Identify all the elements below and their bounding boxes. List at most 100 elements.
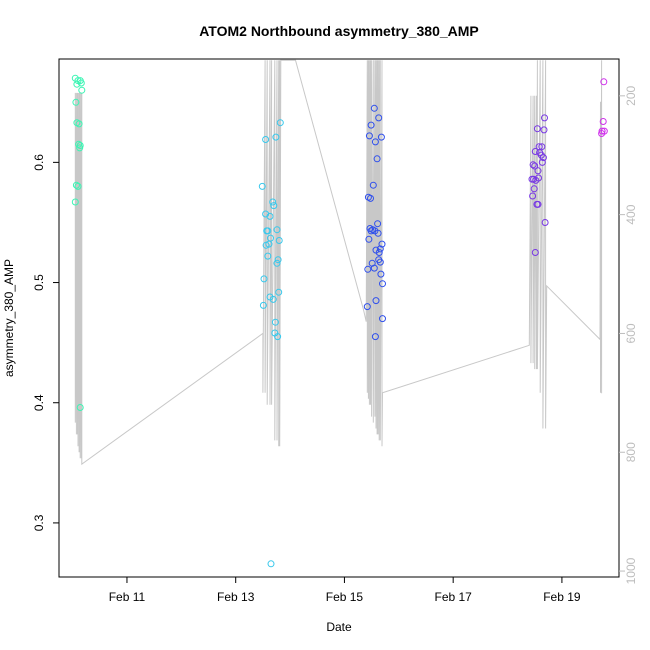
- data-point: [534, 200, 542, 208]
- right-y-tick-label: 400: [624, 204, 638, 224]
- y-axis: 0.3 0.4 0.5 0.6: [32, 154, 59, 531]
- data-point: [264, 252, 272, 260]
- data-point: [269, 295, 277, 303]
- data-point: [77, 79, 85, 87]
- data-point: [75, 140, 83, 148]
- data-point: [376, 258, 384, 266]
- data-point: [74, 182, 82, 190]
- data-point: [258, 182, 266, 190]
- right-y-tick-label: 200: [624, 85, 638, 105]
- data-point: [273, 259, 281, 267]
- data-point: [367, 121, 375, 129]
- data-point: [375, 249, 383, 256]
- data-point: [538, 143, 546, 151]
- plot-frame: [58, 58, 620, 578]
- data-point: [375, 114, 383, 122]
- data-point: [371, 333, 379, 341]
- data-point: [262, 241, 270, 249]
- y-axis-label: asymmetry_380_AMP: [2, 259, 16, 377]
- data-point: [531, 148, 539, 155]
- data-point: [599, 118, 607, 125]
- data-point: [367, 227, 375, 235]
- data-point: [530, 185, 538, 193]
- data-point: [539, 154, 547, 162]
- x-tick-label: Feb 13: [217, 590, 255, 604]
- data-point: [269, 198, 277, 206]
- data-point: [274, 333, 282, 341]
- data-point: [363, 303, 371, 311]
- data-point: [262, 136, 270, 143]
- data-point: [379, 315, 386, 323]
- data-point: [73, 80, 81, 88]
- data-point: [263, 227, 271, 235]
- x-tick-label: Feb 17: [434, 590, 472, 604]
- data-point: [541, 114, 548, 122]
- data-points: [71, 74, 608, 568]
- data-point: [72, 181, 80, 189]
- data-point: [538, 158, 546, 166]
- data-point: [71, 198, 79, 206]
- right-y-tick-label: 1000: [624, 557, 638, 584]
- y-tick-label: 0.6: [32, 154, 46, 171]
- data-point: [271, 318, 279, 326]
- data-point: [541, 219, 549, 226]
- data-point: [371, 138, 379, 146]
- data-point: [379, 280, 386, 288]
- data-point: [270, 202, 278, 210]
- data-point: [364, 265, 372, 273]
- data-point: [531, 162, 539, 170]
- data-point: [528, 175, 536, 183]
- data-point: [529, 192, 537, 200]
- data-point: [533, 125, 541, 133]
- data-point: [600, 78, 608, 86]
- data-point: [531, 249, 539, 256]
- right-axis-line: [74, 59, 603, 466]
- y-tick-label: 0.3: [32, 514, 46, 531]
- data-point: [275, 288, 283, 296]
- data-point: [373, 155, 381, 163]
- x-axis-label: Date: [326, 620, 352, 634]
- data-point: [378, 240, 386, 248]
- data-point: [598, 130, 606, 137]
- data-point: [365, 132, 373, 140]
- x-tick-label: Feb 11: [109, 590, 146, 604]
- chart-title: ATOM2 Northbound asymmetry_380_AMP: [199, 23, 479, 39]
- data-point: [369, 181, 377, 189]
- data-point: [273, 226, 281, 234]
- data-point: [275, 237, 283, 244]
- data-point: [529, 161, 537, 169]
- data-point: [377, 133, 385, 141]
- data-point: [532, 176, 540, 184]
- data-point: [72, 98, 80, 106]
- data-point: [274, 256, 282, 264]
- data-point: [272, 133, 280, 141]
- data-point: [78, 86, 86, 94]
- y-tick-label: 0.4: [32, 394, 46, 411]
- data-point: [540, 126, 548, 134]
- right-y-tick-label: 600: [624, 323, 638, 343]
- data-point: [259, 301, 267, 309]
- data-point: [367, 194, 374, 202]
- data-point: [76, 144, 84, 152]
- data-point: [76, 404, 84, 411]
- x-axis: Feb 11 Feb 13 Feb 15 Feb 17 Feb 19: [109, 577, 581, 604]
- data-point: [260, 275, 268, 283]
- x-tick-label: Feb 15: [326, 590, 364, 604]
- data-point: [276, 119, 284, 127]
- data-point: [370, 104, 378, 112]
- right-y-tick-label: 800: [624, 442, 638, 462]
- data-point: [370, 264, 378, 272]
- data-point: [266, 212, 274, 220]
- data-point: [534, 167, 542, 175]
- y-tick-label: 0.5: [32, 274, 46, 291]
- right-y-axis: 200 400 600 800 1000: [619, 85, 638, 584]
- data-point: [365, 235, 373, 243]
- data-point: [374, 229, 382, 237]
- right-axis-series-line: [74, 59, 603, 466]
- data-point: [376, 245, 384, 253]
- data-point: [377, 270, 385, 278]
- data-point: [374, 220, 382, 228]
- data-point: [267, 560, 275, 568]
- x-tick-label: Feb 19: [543, 590, 581, 604]
